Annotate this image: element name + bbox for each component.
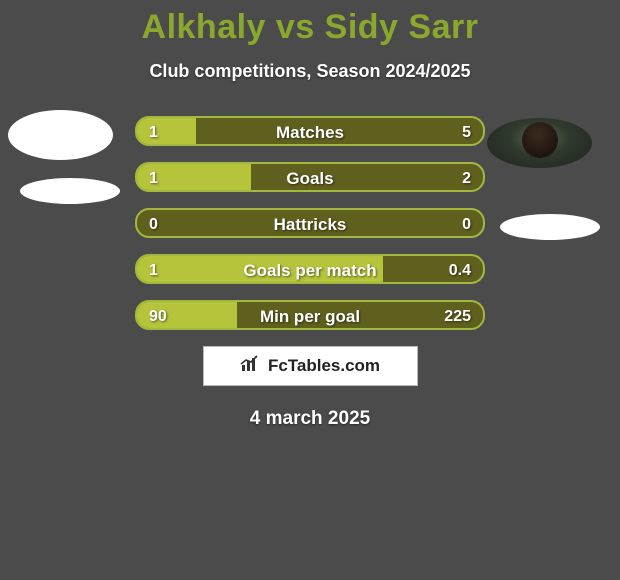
page-title: Alkhaly vs Sidy Sarr: [0, 0, 620, 47]
brand-box: FcTables.com: [203, 346, 418, 386]
player-left-club-badge: [20, 178, 120, 204]
player-right-club-badge: [500, 214, 600, 240]
brand-text: FcTables.com: [268, 356, 380, 376]
stat-value-right: 225: [444, 302, 471, 330]
subtitle: Club competitions, Season 2024/2025: [0, 61, 620, 82]
stat-label: Hattricks: [137, 210, 483, 238]
stat-row: 1Goals2: [135, 162, 485, 192]
stat-label: Min per goal: [137, 302, 483, 330]
stat-row: 1Goals per match0.4: [135, 254, 485, 284]
stat-label: Goals per match: [137, 256, 483, 284]
stat-label: Matches: [137, 118, 483, 146]
player-left-avatar: [8, 110, 113, 160]
stat-value-right: 0: [462, 210, 471, 238]
stats-bars: 1Matches5 1Goals2 0Hattricks0 1Goals per ma…: [135, 116, 485, 330]
player-right-avatar: [487, 118, 592, 168]
stat-value-right: 2: [462, 164, 471, 192]
stat-row: 90Min per goal225: [135, 300, 485, 330]
date-text: 4 march 2025: [0, 408, 620, 430]
stat-value-right: 0.4: [449, 256, 471, 284]
stat-row: 0Hattricks0: [135, 208, 485, 238]
chart-icon: [240, 355, 262, 378]
stat-row: 1Matches5: [135, 116, 485, 146]
stat-value-right: 5: [462, 118, 471, 146]
stat-label: Goals: [137, 164, 483, 192]
